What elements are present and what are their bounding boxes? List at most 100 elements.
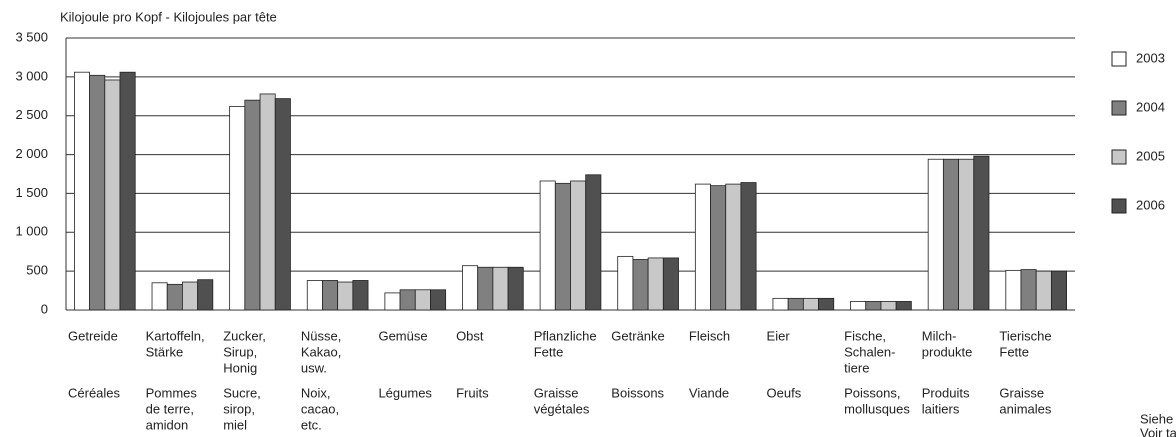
legend-swatch bbox=[1111, 198, 1127, 214]
bar bbox=[197, 279, 214, 311]
bar bbox=[507, 266, 524, 311]
bar bbox=[244, 99, 261, 311]
x-tick-label: Getreide bbox=[68, 328, 118, 343]
bar bbox=[632, 259, 649, 311]
bar bbox=[927, 158, 944, 311]
x-tick-label-fr: végétales bbox=[534, 401, 590, 416]
x-tick-label: tiere bbox=[844, 360, 869, 375]
x-tick-label-fr: cacao, bbox=[301, 401, 339, 416]
bar bbox=[337, 281, 354, 311]
bar bbox=[414, 289, 431, 311]
bar bbox=[850, 301, 867, 311]
bar bbox=[647, 257, 664, 311]
x-tick-label: Sirup, bbox=[223, 344, 257, 359]
x-tick-label-fr: Oeufs bbox=[767, 385, 802, 400]
bar bbox=[1020, 269, 1037, 311]
bar bbox=[322, 280, 339, 311]
bar bbox=[492, 266, 509, 311]
legend-swatch bbox=[1111, 100, 1127, 116]
y-tick-label: 2 000 bbox=[15, 146, 48, 161]
x-tick-label-fr: Graisse bbox=[999, 385, 1044, 400]
x-tick-label-fr: Viande bbox=[689, 385, 729, 400]
x-tick-label: Zucker, bbox=[223, 328, 266, 343]
x-tick-label: Nüsse, bbox=[301, 328, 341, 343]
bar bbox=[740, 182, 757, 311]
bar bbox=[1035, 270, 1052, 311]
legend-label: 2005 bbox=[1136, 148, 1165, 163]
legend-swatch bbox=[1111, 51, 1127, 67]
x-tick-label: Getränke bbox=[611, 328, 664, 343]
x-tick-label: Stärke bbox=[146, 344, 184, 359]
x-tick-label-fr: amidon bbox=[146, 417, 189, 432]
x-tick-label-fr: Fruits bbox=[456, 385, 489, 400]
bar bbox=[104, 79, 121, 311]
x-tick-label-fr: Poissons, bbox=[844, 385, 900, 400]
bar bbox=[865, 301, 882, 311]
x-tick-label-fr: miel bbox=[223, 417, 247, 432]
y-tick-label: 0 bbox=[41, 301, 48, 316]
x-tick-label: Obst bbox=[456, 328, 484, 343]
x-tick-label-fr: laitiers bbox=[922, 401, 960, 416]
legend-label: 2006 bbox=[1136, 197, 1165, 212]
note: Voir ta bbox=[1140, 425, 1176, 437]
x-tick-label: Tierische bbox=[999, 328, 1051, 343]
bar bbox=[539, 180, 556, 311]
bar bbox=[802, 297, 819, 311]
x-tick-label-fr: mollusques bbox=[844, 401, 910, 416]
bar bbox=[662, 257, 679, 311]
bar bbox=[617, 255, 634, 311]
bar bbox=[119, 71, 136, 311]
bar bbox=[585, 174, 602, 311]
x-tick-label-fr: Légumes bbox=[378, 385, 432, 400]
y-tick-label: 500 bbox=[26, 263, 48, 278]
bar bbox=[880, 301, 897, 311]
x-tick-label: Fette bbox=[534, 344, 564, 359]
x-tick-label: Schalen- bbox=[844, 344, 895, 359]
note: Siehe bbox=[1140, 411, 1173, 426]
y-tick-label: 2 500 bbox=[15, 107, 48, 122]
bar bbox=[1005, 269, 1022, 311]
bar bbox=[462, 265, 479, 311]
x-tick-label-fr: sirop, bbox=[223, 401, 255, 416]
bar bbox=[74, 71, 91, 311]
x-tick-label: Pflanzliche bbox=[534, 328, 597, 343]
bar bbox=[306, 280, 323, 311]
x-tick-label-fr: Boissons bbox=[611, 385, 664, 400]
chart-title: Kilojoule pro Kopf - Kilojoules par tête bbox=[60, 9, 277, 24]
bar bbox=[554, 182, 571, 311]
bar bbox=[229, 105, 246, 311]
bar bbox=[787, 297, 804, 311]
bar bbox=[384, 292, 401, 311]
x-tick-label-fr: Sucre, bbox=[223, 385, 261, 400]
x-tick-label: Fische, bbox=[844, 328, 886, 343]
legend-label: 2004 bbox=[1136, 99, 1165, 114]
bar bbox=[274, 98, 291, 311]
bar bbox=[694, 183, 711, 311]
x-tick-label: Fette bbox=[999, 344, 1029, 359]
x-tick-label-fr: Pommes bbox=[146, 385, 198, 400]
x-tick-label: Kakao, bbox=[301, 344, 341, 359]
x-tick-label-fr: Produits bbox=[922, 385, 970, 400]
x-tick-label-fr: Noix, bbox=[301, 385, 331, 400]
bar bbox=[895, 301, 912, 311]
x-tick-label: Fleisch bbox=[689, 328, 730, 343]
bar bbox=[725, 183, 742, 311]
legend-swatch bbox=[1111, 149, 1127, 165]
x-tick-label: Eier bbox=[767, 328, 791, 343]
bar bbox=[570, 180, 587, 311]
x-tick-label-fr: de terre, bbox=[146, 401, 194, 416]
bar bbox=[430, 289, 447, 311]
bar bbox=[259, 93, 276, 311]
bar bbox=[1050, 270, 1067, 311]
y-tick-label: 1 500 bbox=[15, 185, 48, 200]
bar bbox=[477, 266, 494, 311]
bar bbox=[958, 158, 975, 311]
x-tick-label-fr: etc. bbox=[301, 417, 322, 432]
x-tick-label-fr: Céréales bbox=[68, 385, 121, 400]
x-tick-label: Milch- bbox=[922, 328, 957, 343]
x-tick-label: Gemüse bbox=[378, 328, 427, 343]
x-tick-label: Kartoffeln, bbox=[146, 328, 205, 343]
bar bbox=[182, 281, 199, 311]
